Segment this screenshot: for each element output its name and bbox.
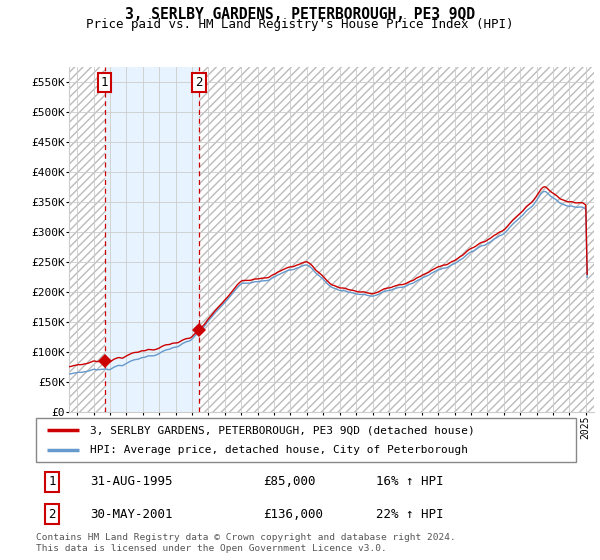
Text: Contains HM Land Registry data © Crown copyright and database right 2024.
This d: Contains HM Land Registry data © Crown c… bbox=[36, 533, 456, 553]
Text: 31-AUG-1995: 31-AUG-1995 bbox=[90, 475, 173, 488]
Text: 16% ↑ HPI: 16% ↑ HPI bbox=[376, 475, 444, 488]
Text: 22% ↑ HPI: 22% ↑ HPI bbox=[376, 508, 444, 521]
Text: 1: 1 bbox=[101, 76, 109, 89]
Text: HPI: Average price, detached house, City of Peterborough: HPI: Average price, detached house, City… bbox=[90, 445, 468, 455]
Text: Price paid vs. HM Land Registry's House Price Index (HPI): Price paid vs. HM Land Registry's House … bbox=[86, 18, 514, 31]
Text: £85,000: £85,000 bbox=[263, 475, 316, 488]
Bar bbox=[104, 67, 199, 412]
Text: 2: 2 bbox=[195, 76, 203, 89]
Bar bbox=[69, 67, 104, 412]
Bar bbox=[199, 67, 594, 412]
Text: 3, SERLBY GARDENS, PETERBOROUGH, PE3 9QD: 3, SERLBY GARDENS, PETERBOROUGH, PE3 9QD bbox=[125, 7, 475, 22]
Text: 3, SERLBY GARDENS, PETERBOROUGH, PE3 9QD (detached house): 3, SERLBY GARDENS, PETERBOROUGH, PE3 9QD… bbox=[90, 425, 475, 435]
Text: £136,000: £136,000 bbox=[263, 508, 323, 521]
Text: 30-MAY-2001: 30-MAY-2001 bbox=[90, 508, 173, 521]
Text: 2: 2 bbox=[49, 508, 56, 521]
Text: 1: 1 bbox=[49, 475, 56, 488]
